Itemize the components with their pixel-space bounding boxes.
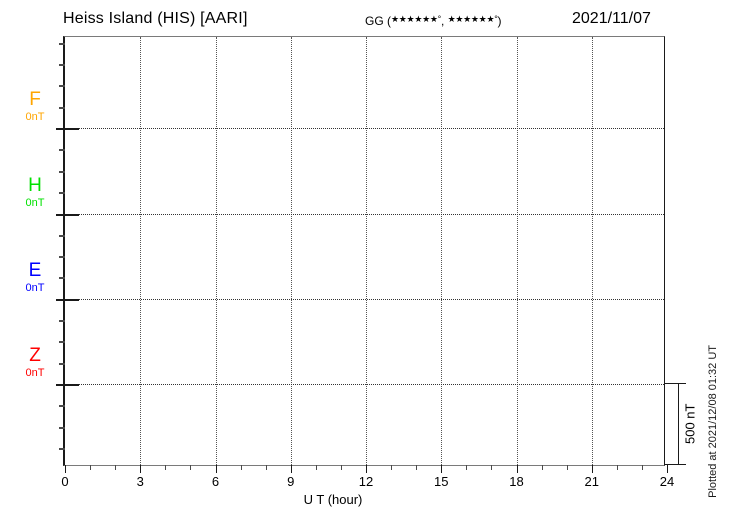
scale-bar-bottom-cap [664, 464, 686, 465]
latitude-value: ★★★★★★° [391, 14, 441, 24]
observation-date: 2021/11/07 [572, 10, 651, 27]
x-axis-tick-label: 12 [358, 474, 374, 489]
x-axis-tick-label: 24 [659, 474, 675, 489]
component-baseline-f: 0nT [25, 111, 45, 123]
x-axis-minor-tick [616, 465, 618, 470]
x-axis-title-text: U T (hour) [303, 492, 363, 507]
component-baseline-e: 0nT [25, 282, 45, 294]
y-axis-minor-tick [59, 320, 65, 322]
y-axis-minor-tick [59, 448, 65, 450]
x-axis-tick-label: 0 [61, 474, 69, 489]
scale-bar-line [678, 383, 679, 465]
baseline-gridline-z [65, 384, 664, 385]
y-axis-minor-tick [59, 149, 65, 152]
x-axis-tick [366, 465, 367, 473]
x-axis-tick-label: 15 [434, 474, 449, 489]
y-axis-minor-tick [59, 234, 65, 237]
x-axis-tick-label: 6 [211, 474, 220, 489]
y-axis-minor-tick [59, 426, 65, 429]
x-axis-tick [290, 465, 292, 473]
component-letter-h: H [28, 175, 42, 196]
y-axis-minor-tick [59, 64, 65, 66]
x-axis-minor-tick [240, 465, 242, 470]
baseline-stub-z [65, 384, 79, 386]
x-axis-tick [140, 465, 142, 473]
baseline-gridline-f [65, 128, 664, 129]
x-axis-minor-tick [165, 465, 167, 470]
coordinates-open-paren: ( [383, 14, 392, 28]
x-axis-minor-tick [541, 465, 543, 470]
magnetogram-plot-area: 0 3 6 9 12 15 18 21 24 [56, 36, 674, 489]
component-letter-e: E [28, 260, 42, 281]
y-axis-minor-tick [59, 405, 65, 408]
y-axis-minor-tick [59, 362, 65, 365]
baseline-gridline-e [65, 299, 664, 300]
component-label-z: Z 0nT [12, 346, 58, 380]
y-axis-major-tick [56, 128, 65, 130]
scale-bar-label: 500 nT [682, 403, 698, 445]
vertical-gridline [516, 37, 518, 465]
coordinate-system-label: GG [365, 14, 384, 28]
x-axis-minor-tick [315, 465, 317, 470]
x-axis-minor-tick [416, 465, 418, 470]
x-axis-tick-label: 9 [287, 474, 295, 489]
x-axis-tick [591, 465, 593, 473]
x-axis-minor-tick [641, 465, 643, 470]
vertical-gridline [591, 37, 593, 465]
coordinates-separator: , [440, 14, 448, 28]
x-axis-tick-label: 21 [584, 474, 599, 489]
y-axis-minor-tick [59, 341, 65, 344]
longitude-value: ★★★★★★° [447, 14, 498, 24]
vertical-gridline [215, 37, 217, 465]
x-axis-title: U T (hour) [0, 492, 730, 507]
component-letter-f: F [29, 89, 41, 110]
y-axis-minor-tick [59, 106, 65, 109]
x-axis-minor-tick [491, 465, 493, 470]
page-title: Heiss Island (HIS) [AARI] [63, 10, 248, 27]
component-label-e: E 0nT [12, 261, 58, 295]
x-axis-minor-tick [190, 465, 192, 470]
component-letter-z: Z [29, 345, 41, 366]
y-axis-minor-tick [59, 170, 65, 173]
x-axis-minor-tick [466, 465, 468, 470]
y-axis-minor-tick [59, 42, 65, 45]
x-axis-minor-tick [115, 465, 117, 470]
y-axis-major-tick [56, 384, 65, 386]
baseline-stub-e [65, 299, 79, 301]
coordinates-close-paren: ) [497, 14, 502, 28]
vertical-gridline [366, 37, 367, 465]
component-baseline-h: 0nT [25, 197, 45, 209]
y-axis-minor-tick [59, 256, 65, 258]
y-axis-minor-tick [59, 192, 65, 194]
y-axis-major-tick [56, 299, 65, 301]
scale-bar-top-cap [664, 383, 686, 384]
x-axis-minor-tick [90, 465, 92, 470]
vertical-gridline [290, 37, 292, 465]
component-label-h: H 0nT [12, 176, 58, 210]
x-axis-tick [215, 465, 217, 473]
x-axis-tick [667, 465, 668, 473]
component-baseline-z: 0nT [25, 367, 45, 379]
vertical-gridline [441, 37, 443, 465]
x-axis-tick [441, 465, 443, 473]
baseline-gridline-h [65, 214, 664, 215]
x-axis-minor-tick [391, 465, 393, 470]
y-axis-minor-tick [59, 277, 65, 280]
coordinates-label: GG (★★★★★★°, ★★★★★★°) [365, 14, 502, 28]
baseline-stub-f [65, 128, 79, 130]
y-axis-minor-tick [59, 85, 65, 88]
vertical-gridline [140, 37, 142, 465]
x-axis-tick-label: 18 [509, 474, 524, 489]
baseline-stub-h [65, 214, 79, 216]
x-axis-minor-tick [566, 465, 568, 470]
component-label-f: F 0nT [12, 90, 58, 124]
x-axis-minor-tick [340, 465, 342, 470]
scale-bar [664, 383, 686, 465]
y-axis-major-tick [56, 214, 65, 216]
x-axis-tick [516, 465, 518, 473]
x-axis-tick [65, 465, 66, 473]
x-axis-minor-tick [265, 465, 267, 470]
x-axis-tick-label: 3 [136, 474, 144, 489]
plotted-at-timestamp: Plotted at 2021/12/08 01:32 UT [707, 345, 719, 498]
